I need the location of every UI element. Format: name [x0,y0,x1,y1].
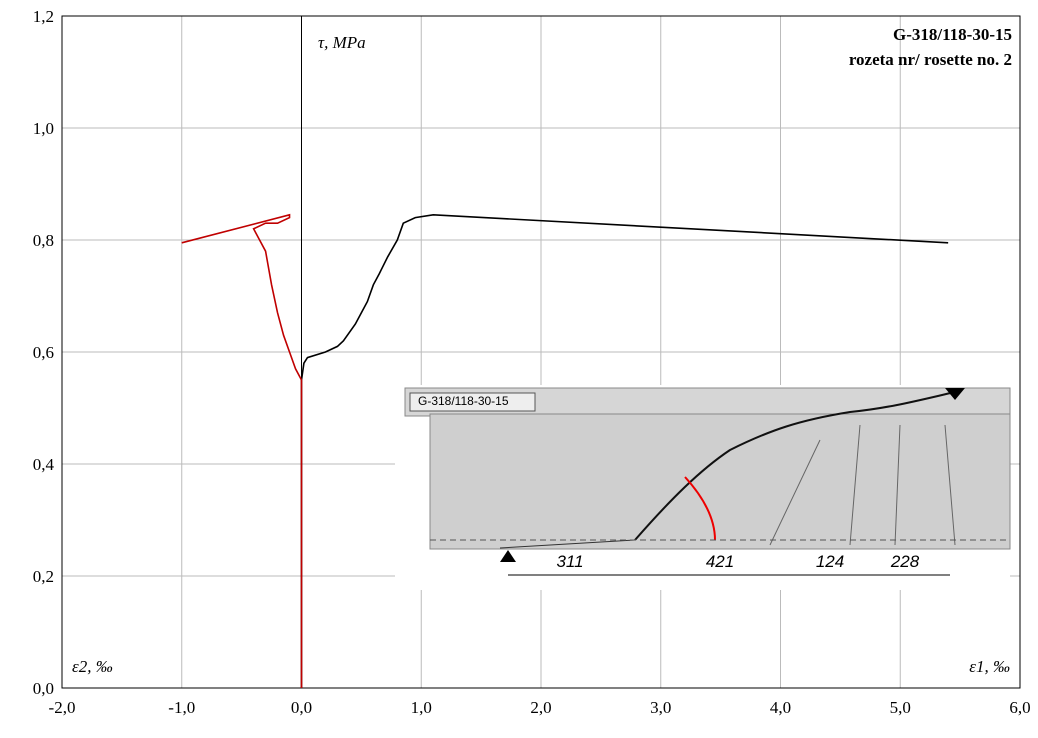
crack [634,391,956,541]
x-tick-label: 5,0 [890,698,911,717]
crack [499,539,636,549]
data-line [181,213,303,688]
y-tick-label: 1,2 [33,7,54,26]
title: rozeta nr/ rosette no. 2 [849,50,1012,69]
inset-label-box [409,392,536,412]
x-axis-label: ε2, ‰ [72,657,113,676]
y-tick-label: 0,0 [33,679,54,698]
y-tick-label: 0,8 [33,231,54,250]
plot-border [61,15,1021,689]
dim-label: 311 [556,552,583,571]
dim-label: 421 [706,552,734,571]
x-tick-label: -1,0 [168,698,195,717]
y-tick-label: 0,2 [33,567,54,586]
y-tick-label: 1,0 [33,119,54,138]
x-axis-label: ε1, ‰ [969,657,1010,676]
y-tick-label: 0,6 [33,343,54,362]
x-tick-label: 0,0 [291,698,312,717]
dim-label: 228 [890,552,920,571]
title: G-318/118-30-15 [893,25,1012,44]
dim-label: 124 [816,552,844,571]
x-tick-label: 1,0 [411,698,432,717]
x-tick-label: 2,0 [530,698,551,717]
x-tick-label: -2,0 [49,698,76,717]
rosette [684,476,716,541]
y-axis-label: τ, MPa [318,33,366,52]
x-tick-label: 3,0 [650,698,671,717]
crack [769,424,956,546]
beam-web [429,413,1011,550]
inset-label: G-318/118-30-15 [418,394,509,408]
inset-dim-bg [395,550,1010,590]
x-tick-label: 6,0 [1009,698,1030,717]
data-line [300,213,949,688]
x-tick-label: 4,0 [770,698,791,717]
inset-photo: G-318/118-30-15 311 421 124 228 [395,385,1011,590]
y-tick-label: 0,4 [33,455,55,474]
